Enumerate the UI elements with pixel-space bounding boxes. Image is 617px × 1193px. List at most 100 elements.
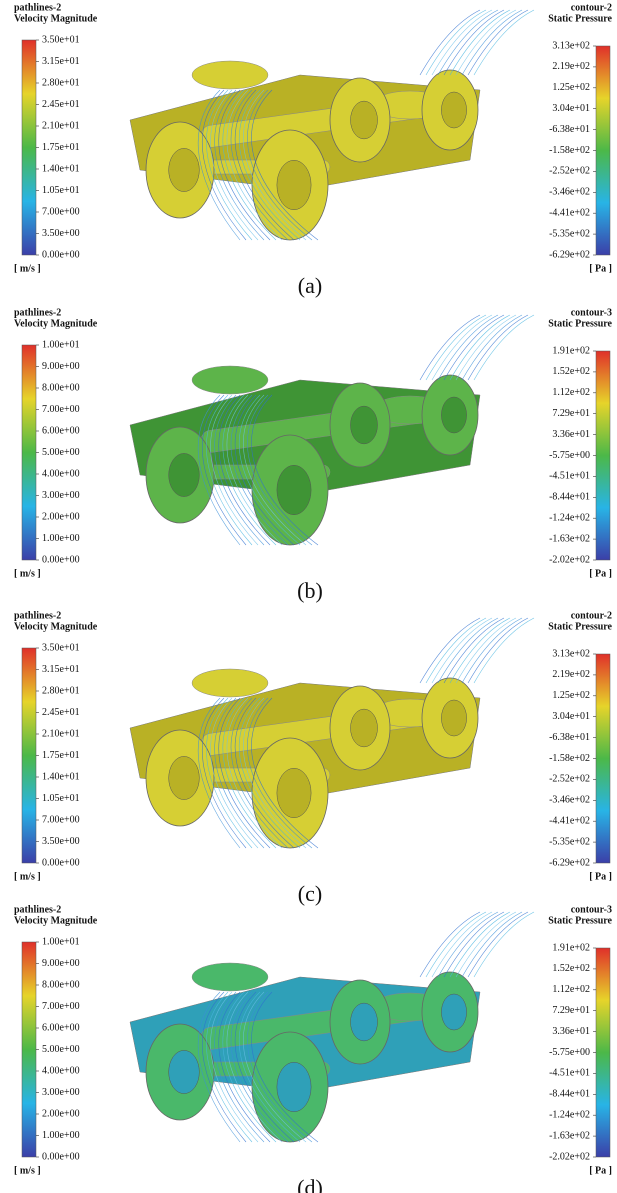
tick-label: -3.46e+02 (549, 795, 590, 806)
tick-label: 1.75e+01 (42, 142, 80, 153)
tick-label: -1.58e+02 (549, 753, 590, 764)
tick-label: 0.00e+00 (42, 857, 80, 868)
tick-label: 3.50e+01 (42, 34, 80, 45)
tick-label: 1.52e+02 (552, 963, 590, 974)
tick-label: -1.63e+02 (549, 533, 590, 544)
legend-title: Velocity Magnitude (14, 915, 98, 926)
legend-title: contour-3 (571, 904, 612, 915)
tick-label: -6.38e+01 (549, 732, 590, 743)
tick-label: 2.19e+02 (552, 61, 590, 72)
tick-label: -4.51e+01 (549, 1068, 590, 1079)
legend-title: Static Pressure (548, 915, 612, 926)
legend-title: contour-2 (571, 2, 612, 13)
wheel-hub (441, 700, 466, 736)
tick-label: 1.75e+01 (42, 750, 80, 761)
tick-label: -6.29e+02 (549, 857, 590, 868)
legend-title: Static Pressure (548, 318, 612, 329)
tick-label: -8.44e+01 (549, 1089, 590, 1100)
bolster (192, 61, 268, 89)
tick-label: -5.75e+00 (549, 450, 590, 461)
wheel-hub (169, 756, 200, 799)
tick-label: 7.00e+00 (42, 814, 80, 825)
colorbar (22, 345, 36, 560)
legend-unit: [ Pa ] (589, 568, 612, 579)
tick-label: 1.00e+01 (42, 936, 80, 947)
tick-label: 3.50e+00 (42, 228, 80, 239)
legend-unit: [ m/s ] (14, 263, 41, 274)
tick-label: 3.13e+02 (552, 648, 590, 659)
tick-label: 9.00e+00 (42, 958, 80, 969)
colorbar (22, 942, 36, 1157)
tick-label: 1.00e+00 (42, 533, 80, 544)
tick-label: -4.41e+02 (549, 207, 590, 218)
tick-label: 7.00e+00 (42, 1001, 80, 1012)
tick-label: -8.44e+01 (549, 492, 590, 503)
tick-label: 2.45e+01 (42, 99, 80, 110)
bolster (192, 669, 268, 697)
tick-label: 1.05e+01 (42, 793, 80, 804)
bolster (192, 366, 268, 394)
tick-label: 7.29e+01 (552, 1005, 590, 1016)
tick-label: 3.36e+01 (552, 1026, 590, 1037)
bolster (192, 963, 268, 991)
colorbar (596, 654, 610, 863)
legend-title: pathlines-2 (14, 307, 61, 318)
tick-label: -2.52e+02 (549, 166, 590, 177)
tick-label: -2.02e+02 (549, 554, 590, 565)
panel-caption: (c) (298, 881, 322, 906)
wheel-hub (169, 148, 200, 191)
legend-unit: [ m/s ] (14, 871, 41, 882)
tick-label: 4.00e+00 (42, 468, 80, 479)
tick-label: 4.00e+00 (42, 1065, 80, 1076)
legend-title: Velocity Magnitude (14, 318, 98, 329)
bogie-render (130, 10, 534, 240)
colorbar (596, 46, 610, 255)
wheel-hub (441, 92, 466, 128)
legend-unit: [ m/s ] (14, 1165, 41, 1176)
tick-label: -1.24e+02 (549, 512, 590, 523)
tick-label: 9.00e+00 (42, 361, 80, 372)
tick-label: 3.50e+00 (42, 836, 80, 847)
legend-unit: [ Pa ] (589, 263, 612, 274)
tick-label: 2.19e+02 (552, 669, 590, 680)
legend-title: Velocity Magnitude (14, 621, 98, 632)
tick-label: 8.00e+00 (42, 382, 80, 393)
legend-title: Static Pressure (548, 621, 612, 632)
tick-label: 6.00e+00 (42, 1022, 80, 1033)
tick-label: 3.15e+01 (42, 56, 80, 67)
tick-label: 5.00e+00 (42, 1044, 80, 1055)
panel-caption: (b) (297, 578, 323, 603)
tick-label: -2.02e+02 (549, 1151, 590, 1162)
wheel-hub (169, 453, 200, 496)
tick-label: -4.51e+01 (549, 471, 590, 482)
tick-label: 3.00e+00 (42, 490, 80, 501)
colorbar (596, 351, 610, 560)
legend-title: pathlines-2 (14, 610, 61, 621)
wheel-hub (277, 160, 311, 210)
tick-label: 3.15e+01 (42, 664, 80, 675)
wheel-hub (169, 1050, 200, 1093)
tick-label: 1.05e+01 (42, 185, 80, 196)
tick-label: -4.41e+02 (549, 815, 590, 826)
tick-label: 1.40e+01 (42, 163, 80, 174)
wheel-hub (351, 1003, 378, 1041)
tick-label: 0.00e+00 (42, 554, 80, 565)
tick-label: 2.00e+00 (42, 1108, 80, 1119)
panel-caption: (a) (298, 273, 322, 298)
tick-label: 2.80e+01 (42, 77, 80, 88)
tick-label: 6.00e+00 (42, 425, 80, 436)
tick-label: 3.36e+01 (552, 429, 590, 440)
tick-label: -6.38e+01 (549, 124, 590, 135)
tick-label: 7.00e+00 (42, 206, 80, 217)
legend-title: Static Pressure (548, 13, 612, 24)
tick-label: 1.00e+01 (42, 339, 80, 350)
tick-label: 0.00e+00 (42, 1151, 80, 1162)
tick-label: 2.80e+01 (42, 685, 80, 696)
bogie-render (130, 315, 534, 545)
legend-unit: [ Pa ] (589, 1165, 612, 1176)
tick-label: 3.13e+02 (552, 40, 590, 51)
wheel-hub (277, 465, 311, 515)
tick-label: -5.75e+00 (549, 1047, 590, 1058)
tick-label: 2.45e+01 (42, 707, 80, 718)
tick-label: 1.91e+02 (552, 345, 590, 356)
